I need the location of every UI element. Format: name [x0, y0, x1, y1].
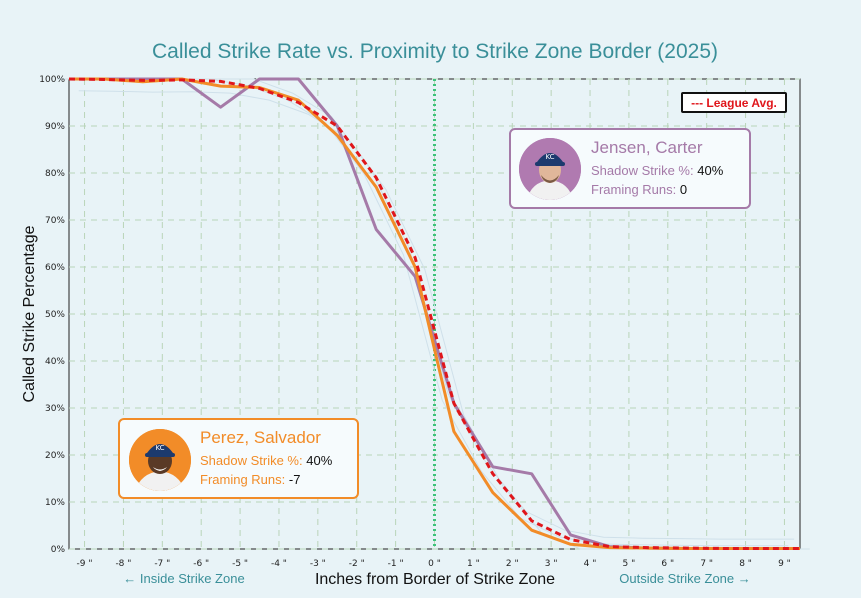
x-tick-label: 2 " [506, 559, 519, 569]
y-tick-label: 0% [51, 545, 66, 555]
x-tick-label: -5 " [232, 559, 248, 569]
player-card-jensen: KC Jensen, Carter Shadow Strike %: 40% F… [509, 128, 751, 209]
x-tick-label: -6 " [193, 559, 209, 569]
shadow-strike-stat: Shadow Strike %: 40% [591, 163, 723, 178]
x-tick-label: 8 " [739, 559, 752, 569]
x-axis-title: Inches from Border of Strike Zone [315, 571, 555, 588]
player-headshot-icon: KC [129, 429, 191, 491]
y-tick-label: 100% [39, 75, 65, 85]
series-line-perez [69, 77, 800, 550]
framing-runs-label: Framing Runs: [200, 472, 286, 487]
shadow-strike-value: 40% [306, 453, 333, 468]
series-lines [68, 77, 800, 550]
svg-text:KC: KC [155, 444, 164, 452]
y-tick-label: 20% [45, 451, 65, 461]
shadow-strike-stat: Shadow Strike %: 40% [200, 453, 332, 468]
x-tick-label: -7 " [154, 559, 170, 569]
framing-runs-value: -7 [288, 472, 301, 487]
player-name: Jensen, Carter [591, 138, 703, 157]
x-tick-label: 1 " [467, 559, 480, 569]
framing-runs-value: 0 [679, 182, 688, 197]
x-tick-label: -8 " [115, 559, 131, 569]
inside-zone-label: ← Inside Strike Zone [123, 571, 244, 586]
x-tick-label: -2 " [349, 559, 365, 569]
y-tick-label: 70% [45, 216, 65, 226]
player-headshot-icon: KC [519, 138, 581, 200]
x-tick-label: -3 " [310, 559, 326, 569]
x-tick-label: 3 " [545, 559, 558, 569]
outside-zone-label: Outside Strike Zone → [619, 571, 751, 586]
x-tick-label: 7 " [700, 559, 713, 569]
framing-runs-label: Framing Runs: [591, 182, 677, 197]
shadow-strike-label: Shadow Strike %: [200, 453, 303, 468]
framing-runs-stat: Framing Runs: -7 [200, 472, 300, 487]
player-card-perez: KC Perez, Salvador Shadow Strike %: 40% … [118, 418, 359, 499]
framing-runs-stat: Framing Runs: 0 [591, 182, 687, 197]
x-tick-label: 6 " [661, 559, 674, 569]
y-tick-label: 30% [45, 404, 65, 414]
y-tick-label: 50% [45, 310, 65, 320]
x-tick-label: -4 " [271, 559, 287, 569]
svg-text:KC: KC [545, 153, 554, 161]
x-tick-label: -1 " [388, 559, 404, 569]
x-tick-label: 5 " [623, 559, 636, 569]
y-tick-label: 90% [45, 122, 65, 132]
y-tick-label: 10% [45, 498, 65, 508]
y-tick-label: 80% [45, 169, 65, 179]
shadow-strike-value: 40% [697, 163, 724, 178]
shadow-strike-label: Shadow Strike %: [591, 163, 694, 178]
x-tick-label: -9 " [77, 559, 93, 569]
legend-league-avg: --- League Avg. [681, 92, 787, 113]
player-name: Perez, Salvador [200, 428, 321, 447]
chart-title: Called Strike Rate vs. Proximity to Stri… [152, 40, 718, 63]
y-tick-labels: 0% 10% 20% 30% 40% 50% 60% 70% 80% 90% 100% [39, 75, 65, 555]
x-tick-label: 9 " [778, 559, 791, 569]
y-tick-label: 60% [45, 263, 65, 273]
y-tick-label: 40% [45, 357, 65, 367]
y-axis-title: Called Strike Percentage [21, 225, 38, 402]
legend-label: --- League Avg. [691, 95, 777, 110]
x-tick-label: 0 " [428, 559, 441, 569]
x-tick-label: 4 " [584, 559, 597, 569]
x-tick-labels: -9 " -8 " -7 " -6 " -5 " -4 " -3 " -2 " -1 " 0 " 1… [77, 559, 791, 569]
